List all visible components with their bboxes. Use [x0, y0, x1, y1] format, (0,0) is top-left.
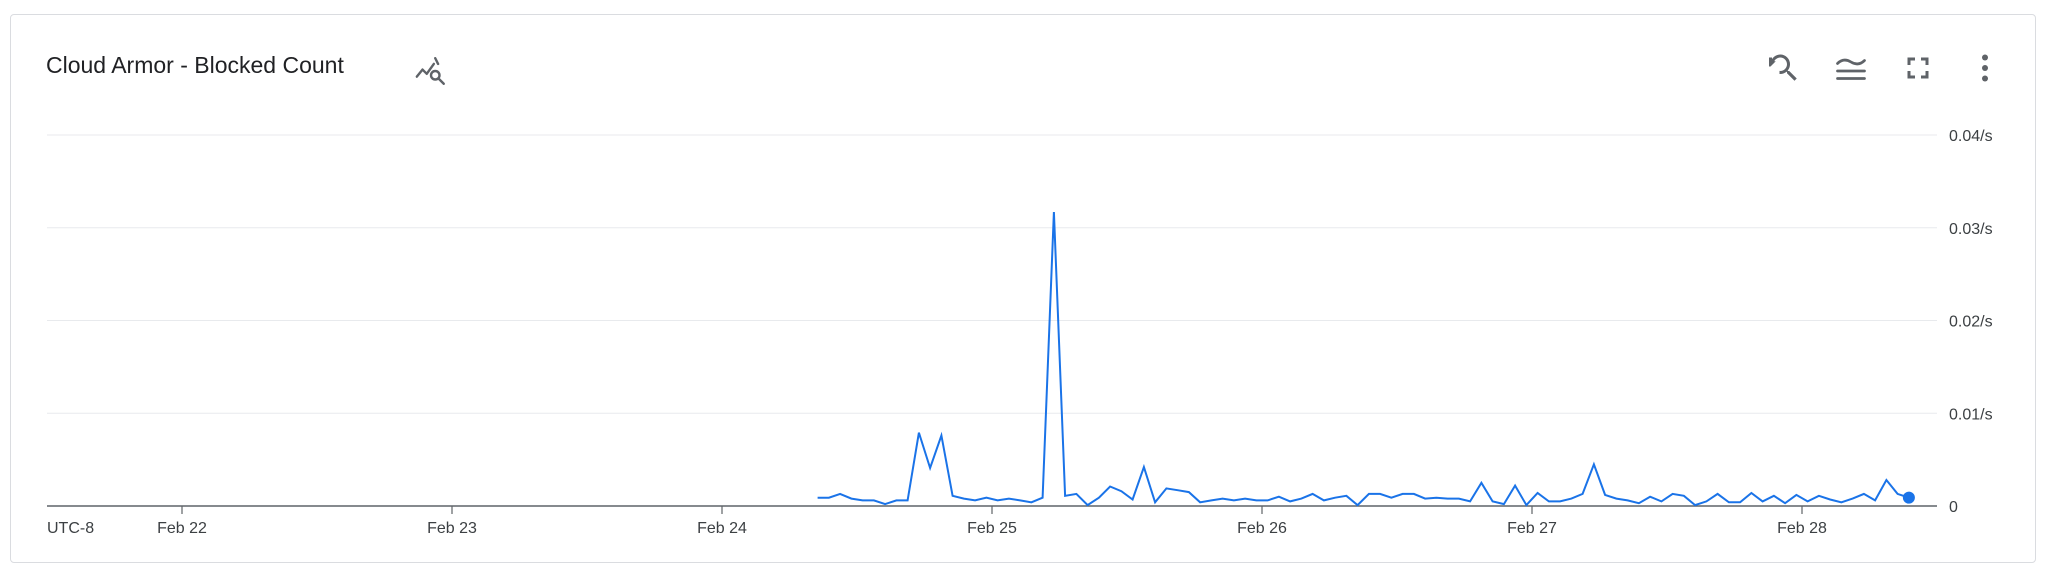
y-tick-label: 0.04/s: [1949, 128, 1993, 145]
x-tick-label: Feb 25: [967, 520, 1017, 537]
legend-toggle-icon[interactable]: [1833, 50, 1869, 86]
fullscreen-icon[interactable]: [1900, 50, 1936, 86]
y-tick-label: 0.02/s: [1949, 314, 1993, 331]
zoom-reset-icon[interactable]: [1766, 50, 1802, 86]
x-tick-label: Feb 24: [697, 520, 747, 537]
x-tick-label: Feb 22: [157, 520, 207, 537]
x-tick-label: Feb 23: [427, 520, 477, 537]
chart-title: Cloud Armor - Blocked Count: [46, 52, 344, 78]
more-vert-icon[interactable]: [1967, 50, 2003, 86]
series-end-dot: [1902, 491, 1915, 504]
series-line: [817, 211, 1910, 507]
y-tick-label: 0.03/s: [1949, 221, 1993, 238]
timezone-label: UTC-8: [47, 520, 94, 537]
chart-search-icon[interactable]: [414, 54, 448, 88]
x-tick-label: Feb 28: [1777, 520, 1827, 537]
chart-card: [10, 14, 2036, 563]
y-tick-label: 0: [1949, 499, 1958, 516]
x-tick-label: Feb 26: [1237, 520, 1287, 537]
y-tick-label: 0.01/s: [1949, 406, 1993, 423]
x-tick-label: Feb 27: [1507, 520, 1557, 537]
